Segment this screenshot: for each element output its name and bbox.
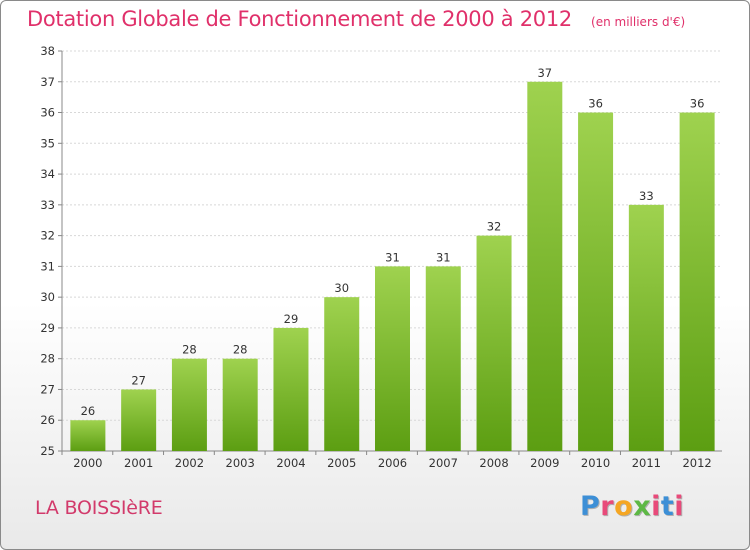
chart-unit: (en milliers d'€) [591, 15, 686, 29]
y-tick-label: 26 [40, 413, 55, 427]
x-tick-label: 2009 [530, 456, 559, 470]
bar-2004 [273, 327, 309, 451]
y-tick-label: 38 [40, 44, 55, 58]
bar-2009 [527, 81, 563, 452]
bar-value-label: 26 [81, 404, 96, 418]
commune-name: LA BOISSIèRE [35, 497, 163, 519]
bar-2010 [578, 112, 614, 452]
bar-2012 [679, 112, 715, 452]
bar-2007 [425, 266, 461, 451]
bar-value-label: 28 [233, 343, 248, 357]
y-tick-label: 25 [40, 444, 55, 458]
bar-value-label: 30 [334, 281, 349, 295]
x-tick-label: 2008 [479, 456, 508, 470]
y-tick-label: 31 [40, 259, 55, 273]
y-tick-label: 37 [40, 75, 55, 89]
y-tick-label: 29 [40, 321, 55, 335]
logo-letter: i [651, 491, 661, 522]
bar-2008 [476, 235, 512, 451]
logo-letter: t [660, 491, 675, 522]
x-tick-label: 2003 [226, 456, 255, 470]
bars: 26 27 28 28 29 30 31 31 32 37 36 33 36 [70, 66, 715, 452]
y-tick-label: 28 [40, 352, 55, 366]
logo-letter: i [674, 491, 685, 522]
x-tick-label: 2000 [73, 456, 102, 470]
bar-value-label: 37 [537, 66, 552, 80]
bar-2001 [121, 389, 157, 451]
bar-2003 [222, 358, 258, 451]
bar-value-label: 31 [436, 250, 451, 264]
bar-chart: 25 26 27 28 29 30 31 32 33 34 35 36 37 38 2000 2001 2002… [40, 44, 722, 470]
x-tick-label: 2010 [581, 456, 610, 470]
proxiti-logo[interactable]: Proxiti [580, 491, 684, 522]
bar-2005 [324, 297, 360, 451]
bar-value-label: 33 [639, 189, 654, 203]
x-tick-label: 2012 [682, 456, 711, 470]
bar-value-label: 36 [690, 97, 705, 111]
x-tick-label: 2002 [175, 456, 204, 470]
bar-value-label: 36 [588, 97, 603, 111]
y-tick-label: 36 [40, 106, 55, 120]
bar-value-label: 27 [131, 373, 146, 387]
bar-2011 [628, 204, 664, 451]
x-tick-label: 2004 [276, 456, 305, 470]
logo-letter: P [580, 491, 601, 522]
x-tick-label: 2001 [124, 456, 153, 470]
y-tick-label: 32 [40, 229, 55, 243]
bar-value-label: 29 [284, 312, 299, 326]
y-tick-label: 35 [40, 136, 55, 150]
chart-title: Dotation Globale de Fonctionnement de 20… [27, 7, 572, 31]
title-row: Dotation Globale de Fonctionnement de 20… [27, 7, 685, 31]
y-tick-label: 30 [40, 290, 55, 304]
logo-letter: o [614, 491, 634, 522]
bar-value-label: 28 [182, 343, 197, 357]
bar-value-label: 32 [487, 220, 502, 234]
bar-2002 [171, 358, 207, 451]
x-tick-label: 2005 [327, 456, 356, 470]
x-tick-label: 2007 [429, 456, 458, 470]
y-tick-label: 27 [40, 382, 55, 396]
logo-letter: r [600, 491, 615, 522]
bar-value-label: 31 [385, 250, 400, 264]
y-tick-label: 33 [40, 198, 55, 212]
x-tick-label: 2011 [632, 456, 661, 470]
bar-2000 [70, 420, 106, 451]
x-tick-label: 2006 [378, 456, 407, 470]
y-tick-label: 34 [40, 167, 55, 181]
logo-letter: x [633, 491, 652, 522]
bar-2006 [375, 266, 410, 451]
